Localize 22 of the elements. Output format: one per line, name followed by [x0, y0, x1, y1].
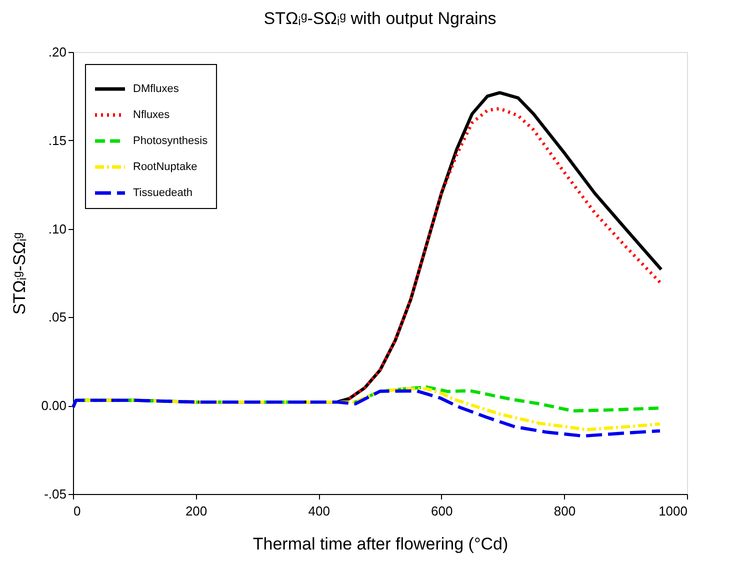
line-series	[71, 389, 662, 438]
y-axis-title: STΩᵢᵍ-SΩᵢᵍ	[10, 232, 30, 315]
x-tick-label: 800	[554, 504, 576, 518]
y-tick-label: .15	[48, 132, 66, 148]
x-tick-label: 1000	[658, 504, 688, 518]
x-tick-label: 400	[308, 504, 330, 518]
legend-label: RootNuptake	[133, 161, 198, 173]
legend-label: Tissuedeath	[133, 187, 193, 199]
y-tick-label: 0.00	[41, 398, 66, 414]
line-series	[348, 106, 663, 400]
x-tick-label: 200	[185, 504, 208, 518]
x-tick-label: 0	[74, 504, 81, 518]
y-tick-label: .10	[48, 221, 66, 236]
legend-label: Photosynthesis	[133, 135, 208, 147]
legend-label: Nfluxes	[133, 109, 170, 121]
x-axis-title: Thermal time after flowering (°Cd)	[252, 534, 508, 554]
legend-label: DMfluxes	[133, 83, 180, 95]
x-tick-label: 600	[431, 504, 453, 518]
y-tick-label: -.05	[44, 486, 66, 502]
y-tick-label: .05	[48, 310, 66, 325]
chart-title: STΩᵢᵍ-SΩᵢᵍ with output Ngrains	[264, 9, 496, 28]
y-tick-label: .20	[48, 44, 66, 60]
